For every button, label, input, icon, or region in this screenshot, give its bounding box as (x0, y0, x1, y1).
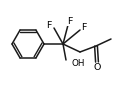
Text: O: O (93, 62, 101, 72)
Text: F: F (67, 17, 73, 25)
Text: OH: OH (72, 58, 86, 68)
Text: F: F (81, 23, 87, 33)
Text: F: F (46, 21, 52, 31)
